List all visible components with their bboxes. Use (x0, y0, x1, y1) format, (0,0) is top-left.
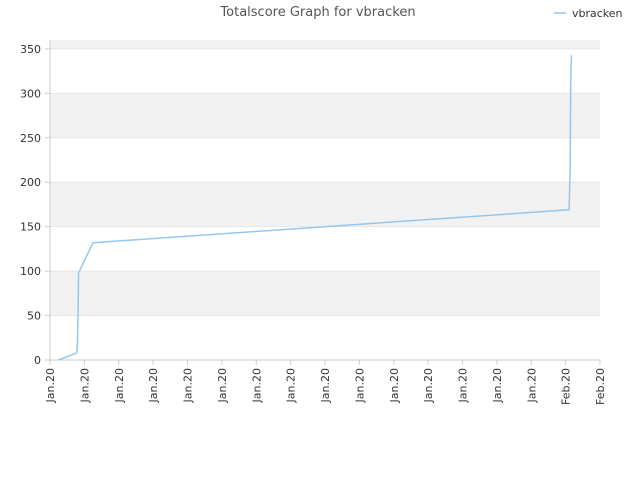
x-tick-label: Jan.20 (113, 368, 126, 403)
x-axis-ticks: Jan.20 Jan.20 Jan.20 Jan.20 Jan.20 Jan.20 Jan.… (44, 360, 607, 405)
plot-band (50, 93, 600, 138)
y-axis-ticks: 0 50 100 150 200 250 300 350 (20, 43, 50, 367)
series-vbracken (58, 55, 573, 361)
plot-band (50, 226, 600, 272)
plot-bands (50, 40, 600, 360)
x-tick-label: Feb.20 (594, 368, 607, 405)
x-tick-label: Jan.20 (182, 368, 195, 403)
x-tick-label: Jan.20 (525, 368, 538, 403)
x-tick-label: Feb.20 (560, 368, 573, 405)
y-tick-label: 150 (20, 221, 41, 234)
y-tick-label: 200 (20, 176, 41, 189)
plot-band (50, 271, 600, 316)
plot-band (50, 48, 600, 94)
plot-band (50, 40, 600, 49)
y-tick-label: 250 (20, 132, 41, 145)
x-tick-label: Jan.20 (319, 368, 332, 403)
x-tick-label: Jan.20 (250, 368, 263, 403)
y-tick-label: 0 (34, 354, 41, 367)
x-tick-label: Jan.20 (216, 368, 229, 403)
x-tick-label: Jan.20 (147, 368, 160, 403)
chart-title: Totalscore Graph for vbracken (219, 5, 415, 20)
x-tick-label: Jan.20 (44, 368, 57, 403)
x-tick-label: Jan.20 (78, 368, 91, 403)
plot-band (50, 182, 600, 227)
plot-band (50, 137, 600, 183)
x-tick-label: Jan.20 (285, 368, 298, 403)
y-tick-label: 350 (20, 43, 41, 56)
legend-label: vbracken (572, 7, 623, 20)
x-tick-label: Jan.20 (388, 368, 401, 403)
x-tick-label: Jan.20 (491, 368, 504, 403)
x-tick-label: Jan.20 (353, 368, 366, 403)
y-tick-label: 300 (20, 87, 41, 100)
legend: vbracken (554, 7, 623, 20)
y-tick-label: 100 (20, 265, 41, 278)
plot-band (50, 315, 600, 360)
x-tick-label: Jan.20 (422, 368, 435, 403)
y-tick-label: 50 (27, 310, 41, 323)
series-line-vbracken (58, 55, 573, 361)
x-tick-label: Jan.20 (457, 368, 470, 403)
